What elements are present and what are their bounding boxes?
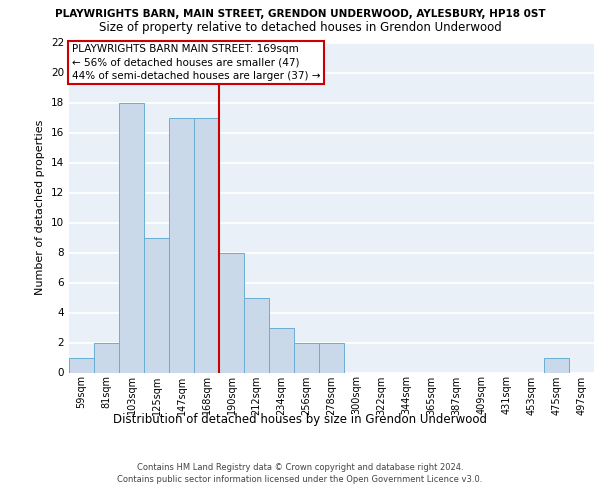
Bar <box>544 358 569 372</box>
Bar <box>194 118 219 372</box>
Bar <box>119 102 144 372</box>
Bar <box>94 342 119 372</box>
Text: Contains public sector information licensed under the Open Government Licence v3: Contains public sector information licen… <box>118 475 482 484</box>
Text: Distribution of detached houses by size in Grendon Underwood: Distribution of detached houses by size … <box>113 412 487 426</box>
Bar <box>144 238 169 372</box>
Bar <box>294 342 319 372</box>
Text: PLAYWRIGHTS BARN, MAIN STREET, GRENDON UNDERWOOD, AYLESBURY, HP18 0ST: PLAYWRIGHTS BARN, MAIN STREET, GRENDON U… <box>55 9 545 19</box>
Bar <box>69 358 94 372</box>
Y-axis label: Number of detached properties: Number of detached properties <box>35 120 46 295</box>
Bar <box>319 342 344 372</box>
Bar <box>169 118 194 372</box>
Bar <box>269 328 294 372</box>
Text: Size of property relative to detached houses in Grendon Underwood: Size of property relative to detached ho… <box>98 21 502 34</box>
Bar <box>219 252 244 372</box>
Bar <box>244 298 269 372</box>
Text: PLAYWRIGHTS BARN MAIN STREET: 169sqm
← 56% of detached houses are smaller (47)
4: PLAYWRIGHTS BARN MAIN STREET: 169sqm ← 5… <box>71 44 320 80</box>
Text: Contains HM Land Registry data © Crown copyright and database right 2024.: Contains HM Land Registry data © Crown c… <box>137 462 463 471</box>
